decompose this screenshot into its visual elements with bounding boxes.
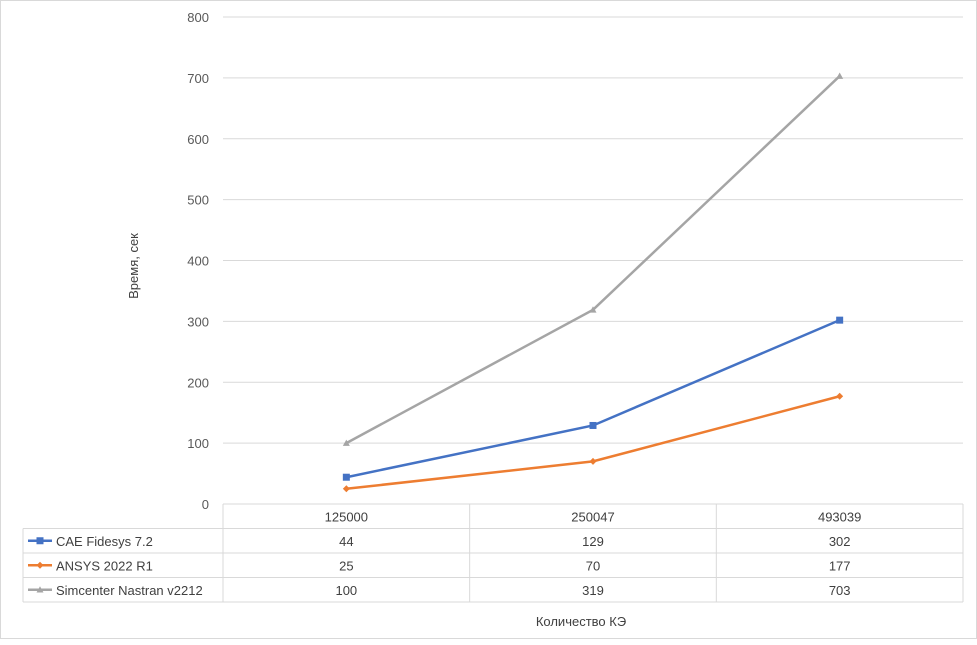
data-point [36, 561, 44, 569]
legend-label: ANSYS 2022 R1 [56, 558, 153, 573]
y-tick-label: 200 [187, 375, 209, 390]
y-tick-label: 800 [187, 10, 209, 25]
y-tick-label: 600 [187, 132, 209, 147]
table-value: 319 [582, 583, 604, 598]
series-line [346, 319, 841, 479]
x-axis-label: Количество КЭ [536, 614, 626, 629]
y-axis-label: Время, сек [126, 233, 141, 299]
data-point [342, 473, 350, 481]
table-value: 70 [586, 558, 600, 573]
x-category-label: 493039 [818, 509, 861, 524]
legend-label: Simcenter Nastran v2212 [56, 583, 203, 598]
table-value: 100 [335, 583, 357, 598]
data-point [589, 457, 597, 465]
x-category-label: 250047 [571, 509, 614, 524]
series-line [346, 395, 840, 491]
data-point [836, 72, 844, 79]
data-point [342, 485, 350, 493]
data-point [836, 392, 844, 400]
table-value: 177 [829, 558, 851, 573]
y-tick-label: 400 [187, 254, 209, 269]
y-tick-label: 500 [187, 193, 209, 208]
data-point [836, 316, 844, 324]
y-tick-label: 0 [202, 497, 209, 512]
table-value: 703 [829, 583, 851, 598]
data-point [36, 586, 44, 593]
x-category-label: 125000 [325, 509, 368, 524]
table-value: 25 [339, 558, 353, 573]
table-value: 129 [582, 534, 604, 549]
data-point [589, 421, 597, 429]
y-tick-label: 700 [187, 71, 209, 86]
data-point [589, 306, 597, 313]
y-tick-label: 300 [187, 314, 209, 329]
y-tick-label: 100 [187, 436, 209, 451]
table-value: 44 [339, 534, 353, 549]
data-point [36, 537, 44, 545]
legend-label: CAE Fidesys 7.2 [56, 534, 153, 549]
table-value: 302 [829, 534, 851, 549]
series-line [345, 75, 841, 445]
data-point [342, 439, 350, 446]
